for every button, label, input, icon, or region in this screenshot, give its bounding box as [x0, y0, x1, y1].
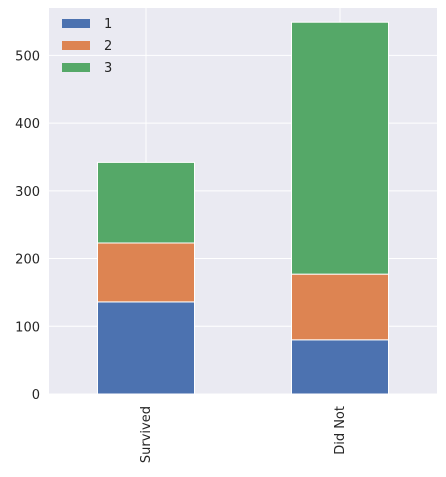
y-tick-label: 500 [15, 49, 40, 64]
bar-segment [97, 301, 195, 395]
legend-swatch [62, 63, 90, 72]
x-tick-label: Survived [139, 406, 154, 463]
legend-label: 1 [104, 17, 112, 32]
legend-label: 2 [104, 39, 112, 54]
x-tick-label: Did Not [333, 406, 348, 455]
bar-segment [291, 339, 389, 395]
legend-label: 3 [104, 61, 112, 76]
legend-swatch [62, 41, 90, 50]
bar-segment [291, 273, 389, 341]
bar-segment [97, 161, 195, 244]
y-tick-label: 300 [15, 185, 40, 200]
legend-swatch [62, 19, 90, 28]
y-tick-label: 200 [15, 253, 40, 268]
y-tick-label: 400 [15, 117, 40, 132]
bar-segment [97, 242, 195, 303]
y-tick-label: 100 [15, 320, 40, 335]
y-tick-label: 0 [32, 388, 40, 403]
bar-segment [291, 21, 389, 275]
